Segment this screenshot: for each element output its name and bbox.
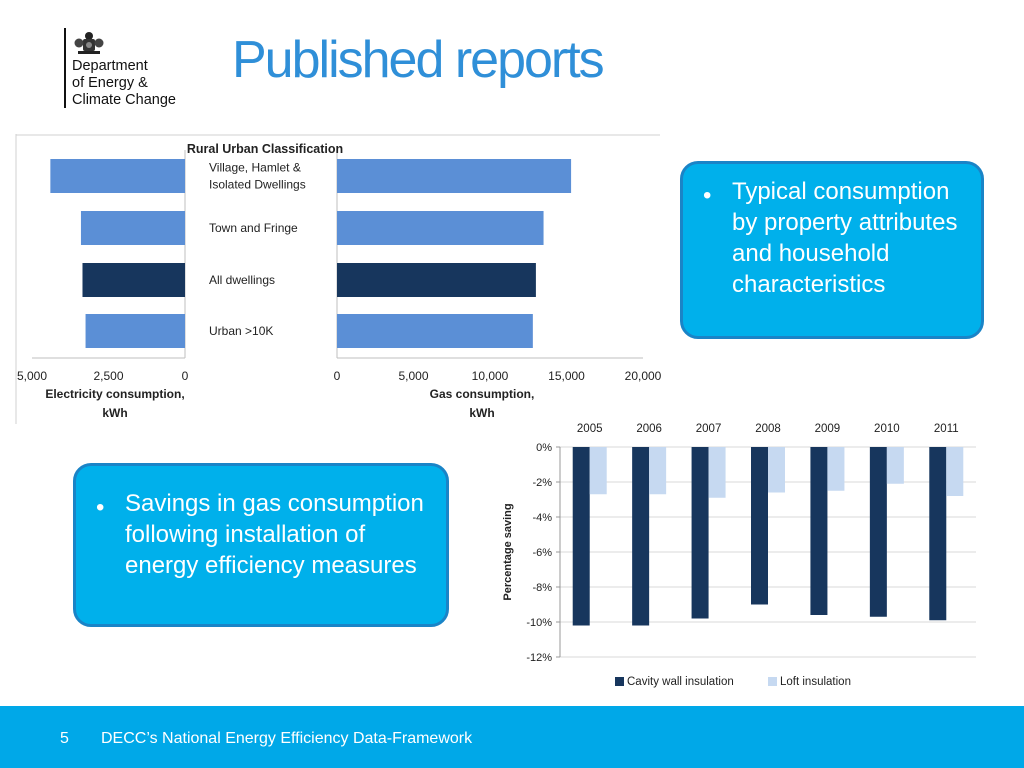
callout-savings: • Savings in gas consumption following i… bbox=[73, 463, 449, 627]
decc-logo: Department of Energy & Climate Change bbox=[64, 28, 204, 112]
category-label: Urban >10K bbox=[209, 324, 273, 338]
callout-text: Typical consumption by property attribut… bbox=[732, 178, 958, 298]
chart-title: Rural Urban Classification bbox=[187, 142, 343, 156]
callout-typical-consumption: • Typical consumption by property attrib… bbox=[680, 161, 984, 339]
bullet: • bbox=[703, 182, 712, 209]
percentage-saving-chart: 0% -2% -4% -6% -8% -10% -12% Percentage saving 2… bbox=[502, 423, 976, 688]
page-number: 5 bbox=[60, 730, 69, 747]
loft-bar bbox=[827, 447, 845, 491]
logo-divider bbox=[64, 28, 66, 108]
page-title: Published reports bbox=[232, 31, 605, 89]
legend-swatch bbox=[768, 677, 777, 686]
footer: 5 DECC’s National Energy Efficiency Data… bbox=[0, 706, 1024, 768]
y-tick-label: -4% bbox=[532, 512, 552, 524]
gas-bar bbox=[337, 159, 572, 193]
gas-axis-label: Gas consumption, bbox=[430, 387, 535, 401]
rural-urban-consumption-chart: Rural Urban Classification Village, Hamle… bbox=[15, 134, 662, 424]
x-tick-label: 2010 bbox=[874, 423, 900, 435]
gas-tick-label: 10,000 bbox=[472, 369, 509, 383]
cavity-wall-bar bbox=[691, 447, 709, 619]
x-tick-label: 2008 bbox=[755, 423, 781, 435]
electricity-bar bbox=[50, 159, 185, 193]
footer-text: DECC’s National Energy Efficiency Data-F… bbox=[101, 730, 473, 747]
electricity-axis-label: kWh bbox=[102, 406, 127, 420]
gas-bar bbox=[337, 263, 536, 297]
y-tick-label: -8% bbox=[532, 582, 552, 594]
gas-bar bbox=[337, 211, 544, 245]
electricity-bar bbox=[85, 314, 185, 348]
gas-bar bbox=[337, 314, 533, 348]
logo-line: Climate Change bbox=[72, 92, 176, 108]
electricity-bar bbox=[80, 211, 185, 245]
gas-tick-label: 20,000 bbox=[625, 369, 662, 383]
logo-line: of Energy & bbox=[72, 75, 148, 91]
electricity-tick-label: 2,500 bbox=[93, 369, 123, 383]
category-label: Town and Fringe bbox=[209, 221, 298, 235]
loft-bar bbox=[589, 447, 607, 495]
category-label: All dwellings bbox=[209, 273, 275, 287]
electricity-bar bbox=[82, 263, 185, 297]
logo-line: Department bbox=[72, 58, 148, 74]
electricity-axis-label: Electricity consumption, bbox=[45, 387, 184, 401]
logo-text: Department of Energy & Climate Change bbox=[72, 58, 176, 109]
x-tick-label: 2009 bbox=[815, 423, 841, 435]
loft-bar bbox=[768, 447, 785, 493]
loft-bar bbox=[886, 447, 904, 484]
x-tick-label: 2005 bbox=[577, 423, 603, 435]
gas-tick-label: 5,000 bbox=[398, 369, 428, 383]
x-tick-label: 2011 bbox=[934, 423, 959, 435]
electricity-tick-label: 0 bbox=[182, 369, 189, 383]
y-tick-label: -2% bbox=[532, 477, 552, 489]
gas-tick-label: 15,000 bbox=[548, 369, 585, 383]
category-label: Isolated Dwellings bbox=[209, 178, 306, 192]
royal-crest-icon bbox=[74, 32, 104, 54]
cavity-wall-bar bbox=[869, 447, 887, 617]
category-label: Village, Hamlet & bbox=[209, 161, 301, 175]
x-tick-label: 2007 bbox=[696, 423, 722, 435]
cavity-wall-bar bbox=[929, 447, 947, 621]
gas-tick-label: 0 bbox=[334, 369, 341, 383]
loft-bar bbox=[649, 447, 667, 495]
cavity-wall-bar bbox=[632, 447, 650, 626]
y-axis-label: Percentage saving bbox=[502, 503, 514, 600]
cavity-wall-bar bbox=[572, 447, 590, 626]
legend-swatch bbox=[615, 677, 624, 686]
cavity-wall-bar bbox=[810, 447, 828, 615]
y-tick-label: 0% bbox=[536, 442, 552, 454]
loft-bar bbox=[708, 447, 726, 498]
legend-label: Cavity wall insulation bbox=[627, 676, 734, 688]
callout-text: Savings in gas consumption following ins… bbox=[125, 490, 424, 579]
y-tick-label: -12% bbox=[526, 652, 552, 664]
electricity-tick-label: 5,000 bbox=[17, 369, 47, 383]
y-tick-label: -6% bbox=[532, 547, 552, 559]
gas-axis-label: kWh bbox=[469, 406, 494, 420]
y-tick-label: -10% bbox=[526, 617, 552, 629]
cavity-wall-bar bbox=[751, 447, 768, 605]
bullet: • bbox=[96, 494, 105, 521]
x-tick-label: 2006 bbox=[636, 423, 662, 435]
legend-label: Loft insulation bbox=[780, 676, 851, 688]
loft-bar bbox=[946, 447, 964, 496]
